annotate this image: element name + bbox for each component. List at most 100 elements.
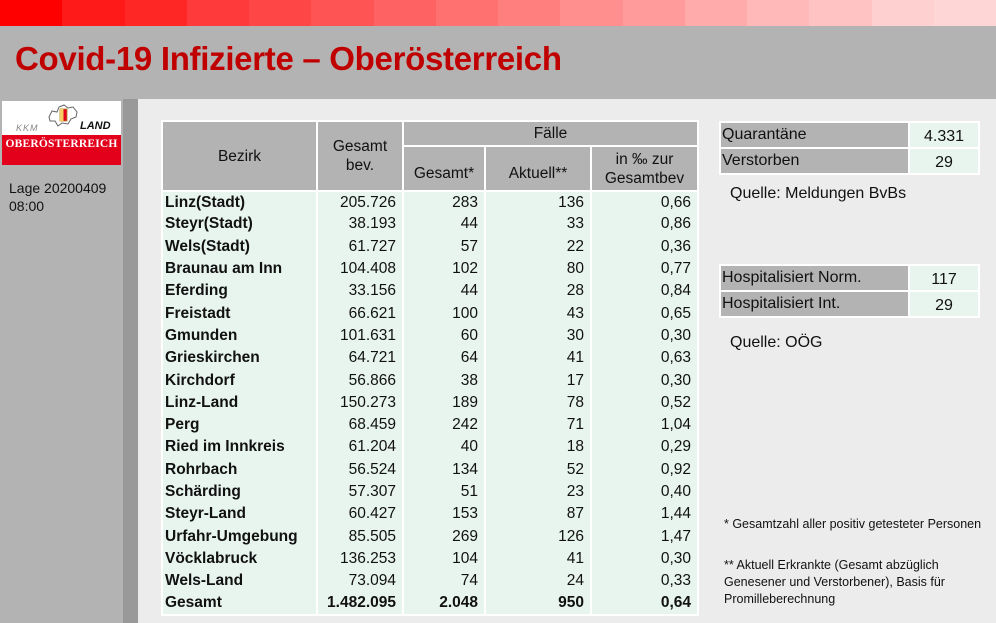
table-total-row: Gesamt 1.482.095 2.048 950 0,64 <box>161 592 699 615</box>
hospital-intensive-value: 29 <box>908 290 980 318</box>
header-promille-line2: Gesamtbev <box>604 169 685 187</box>
cell-gesamt: 100 <box>402 302 486 325</box>
cell-aktuell: 126 <box>484 525 592 548</box>
cell-promille: 0,66 <box>590 191 699 214</box>
cell-aktuell: 30 <box>484 324 592 348</box>
cell-aktuell: 33 <box>484 213 592 236</box>
header-gesamt-bev-line2: bev. <box>345 157 375 174</box>
title-bar: Covid-19 Infizierte – Oberösterreich <box>0 26 996 99</box>
table-row: Rohrbach 56.524 134 52 0,92 <box>161 458 699 481</box>
cell-bev: 61.727 <box>316 235 404 258</box>
cell-gesamt: 283 <box>402 191 486 214</box>
cell-promille: 0,30 <box>590 324 699 348</box>
cell-aktuell: 28 <box>484 280 592 303</box>
cell-gesamt: 269 <box>402 525 486 548</box>
cell-bezirk: Wels(Stadt) <box>161 235 318 258</box>
table-row: Braunau am Inn 104.408 102 80 0,77 <box>161 257 699 281</box>
header-promille-line1: in ‰ zur <box>615 150 674 168</box>
cell-bev: 85.505 <box>316 525 404 548</box>
header-faelle: Fälle <box>402 120 699 147</box>
cell-bezirk: Wels-Land <box>161 570 318 593</box>
logo-region: OBERÖSTERREICH <box>2 135 121 165</box>
cell-promille: 0,29 <box>590 436 699 459</box>
header-gesamt-bev-line1: Gesamt <box>332 138 388 155</box>
cell-bev: 38.193 <box>316 213 404 236</box>
lage-date: Lage 20200409 <box>9 180 107 196</box>
table-row: Gmunden 101.631 60 30 0,30 <box>161 324 699 348</box>
gradient-segment <box>435 0 498 26</box>
cell-aktuell: 18 <box>484 436 592 459</box>
hospital-table: Hospitalisiert Norm. 117 Hospitalisiert … <box>719 264 980 318</box>
cell-bezirk: Gmunden <box>161 324 318 348</box>
gradient-segment <box>124 0 187 26</box>
deceased-value: 29 <box>908 147 980 175</box>
cell-bev: 60.427 <box>316 503 404 526</box>
cell-bev: 205.726 <box>316 191 404 214</box>
cell-promille: 0,30 <box>590 369 699 392</box>
cell-promille: 0,92 <box>590 458 699 481</box>
hospital-intensive-label: Hospitalisiert Int. <box>719 290 910 318</box>
table-row: Wels-Land 73.094 74 24 0,33 <box>161 570 699 593</box>
cell-aktuell: 950 <box>484 592 592 615</box>
quarantine-table: Quarantäne 4.331 Verstorben 29 <box>719 121 980 175</box>
cell-aktuell: 41 <box>484 547 592 571</box>
header-gesamt: Gesamt* <box>402 145 486 192</box>
cell-bezirk: Steyr(Stadt) <box>161 213 318 236</box>
gradient-segment <box>62 0 125 26</box>
cell-aktuell: 23 <box>484 480 592 504</box>
table-row: Vöcklabruck 136.253 104 41 0,30 <box>161 547 699 571</box>
logo-kkm: KKM <box>16 123 39 133</box>
table-row: Urfahr-Umgebung 85.505 269 126 1,47 <box>161 525 699 548</box>
gradient-segment <box>747 0 810 26</box>
cell-promille: 0,36 <box>590 235 699 258</box>
cell-aktuell: 80 <box>484 257 592 281</box>
table-row: Steyr-Land 60.427 153 87 1,44 <box>161 503 699 526</box>
cell-bev: 101.631 <box>316 324 404 348</box>
hospital-source: Quelle: OÖG <box>730 334 823 351</box>
table-row: Linz-Land 150.273 189 78 0,52 <box>161 391 699 414</box>
cell-gesamt: 134 <box>402 458 486 481</box>
cell-bezirk: Rohrbach <box>161 458 318 481</box>
gradient-segment <box>933 0 996 26</box>
cell-bev: 73.094 <box>316 570 404 593</box>
sidebar: KKM LAND OBERÖSTERREICH Lage 20200409 08… <box>0 99 123 623</box>
cell-bev: 104.408 <box>316 257 404 281</box>
gradient-segment <box>186 0 249 26</box>
cell-bev: 56.866 <box>316 369 404 392</box>
quarantine-source: Quelle: Meldungen BvBs <box>730 185 907 202</box>
cell-bezirk: Ried im Innkreis <box>161 436 318 459</box>
cell-bev: 150.273 <box>316 391 404 414</box>
cell-promille: 0,63 <box>590 347 699 370</box>
cell-aktuell: 43 <box>484 302 592 325</box>
table-row: Ried im Innkreis 61.204 40 18 0,29 <box>161 436 699 459</box>
cell-bezirk: Grieskirchen <box>161 347 318 370</box>
cell-bev: 64.721 <box>316 347 404 370</box>
cell-gesamt: 102 <box>402 257 486 281</box>
cell-promille: 0,30 <box>590 547 699 571</box>
cell-promille: 0,33 <box>590 570 699 593</box>
cell-gesamt: 51 <box>402 480 486 504</box>
gradient-segment <box>249 0 312 26</box>
cell-gesamt: 2.048 <box>402 592 486 615</box>
table-row: Kirchdorf 56.866 38 17 0,30 <box>161 369 699 392</box>
cell-gesamt: 74 <box>402 570 486 593</box>
gradient-segment <box>311 0 374 26</box>
cell-gesamt: 57 <box>402 235 486 258</box>
table-row: Freistadt 66.621 100 43 0,65 <box>161 302 699 325</box>
gradient-segment <box>622 0 685 26</box>
cell-promille: 0,77 <box>590 257 699 281</box>
gradient-segment <box>871 0 934 26</box>
region-map-emblem-icon <box>48 104 78 127</box>
footnote-gesamt: * Gesamtzahl aller positiv getesteter Pe… <box>724 517 982 531</box>
cell-bezirk: Linz-Land <box>161 391 318 414</box>
header-bezirk: Bezirk <box>161 120 318 192</box>
table-row: Eferding 33.156 44 28 0,84 <box>161 280 699 303</box>
cell-bev: 68.459 <box>316 413 404 437</box>
header-aktuell: Aktuell** <box>484 145 592 192</box>
cell-bezirk: Eferding <box>161 280 318 303</box>
cell-aktuell: 78 <box>484 391 592 414</box>
cell-gesamt: 44 <box>402 213 486 236</box>
cell-bezirk: Urfahr-Umgebung <box>161 525 318 548</box>
cell-bezirk: Schärding <box>161 480 318 504</box>
cell-promille: 0,52 <box>590 391 699 414</box>
